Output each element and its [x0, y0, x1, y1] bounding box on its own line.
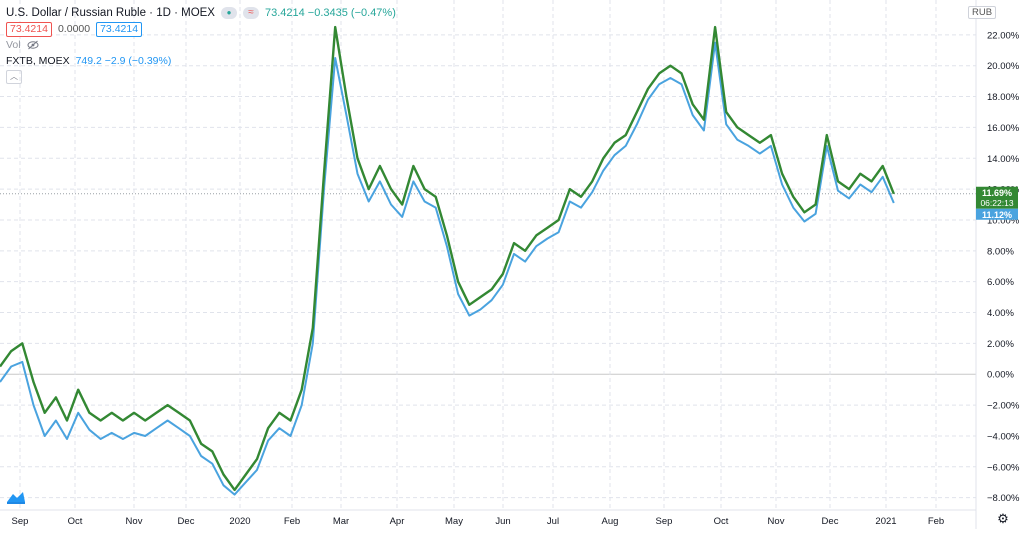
legend-collapse-row: ︿ [6, 69, 396, 85]
x-tick-label: Sep [656, 516, 673, 527]
compare-symbol[interactable]: FXTB, MOEX [6, 55, 70, 67]
last-value-main: 11.69% [982, 188, 1012, 198]
tradingview-logo-icon[interactable] [5, 489, 27, 505]
x-tick-label: Oct [714, 516, 729, 527]
x-tick-label: May [445, 516, 463, 527]
quote-values: 73.4214 −0.3435 (−0.47%) [264, 7, 396, 19]
y-tick-label: 6.00% [987, 277, 1014, 288]
chart-legend: U.S. Dollar / Russian Ruble · 1D · MOEX … [6, 5, 396, 85]
bid-box[interactable]: 73.4214 [6, 21, 52, 37]
x-tick-label: 2020 [229, 516, 250, 527]
y-tick-label: −6.00% [987, 462, 1020, 473]
y-tick-label: 14.00% [987, 154, 1020, 165]
y-tick-label: 4.00% [987, 308, 1014, 319]
x-tick-label: Jul [547, 516, 559, 527]
last-value-compare: 11.12% [982, 210, 1012, 220]
legend-volume-row: Vol [6, 37, 396, 53]
ask-box[interactable]: 73.4214 [96, 21, 143, 37]
x-tick-label: Aug [602, 516, 619, 527]
eye-slash-icon[interactable] [27, 40, 39, 50]
grid-lines [0, 0, 976, 510]
y-tick-label: 0.00% [987, 370, 1014, 381]
x-tick-label: Mar [333, 516, 349, 527]
y-tick-label: −2.00% [987, 401, 1020, 412]
symbol-title[interactable]: U.S. Dollar / Russian Ruble · 1D · MOEX [6, 7, 215, 19]
price-scale[interactable]: −8.00% −6.00% −4.00% −2.00% 0.00% 2.00% 4.00% 6… [975, 0, 1020, 529]
last-value-labels: 11.69%06:22:13 11.12% [976, 186, 1018, 220]
y-tick-label: 20.00% [987, 61, 1020, 72]
legend-bidask-row: 73.4214 0.0000 73.4214 [6, 21, 396, 37]
time-scale[interactable]: Sep Oct Nov Dec 2020 Feb Mar Apr May Jun Jul Aug Sep… [0, 509, 976, 527]
x-tick-label: Sep [12, 516, 29, 527]
x-tick-label: Nov [126, 516, 143, 527]
spread-value: 0.0000 [57, 23, 91, 35]
x-tick-label: Feb [928, 516, 944, 527]
x-tick-label: Jun [495, 516, 510, 527]
y-tick-label: −4.00% [987, 431, 1020, 442]
series-lines [0, 25, 895, 496]
usdrub-series-line [0, 25, 895, 492]
x-tick-label: Nov [768, 516, 785, 527]
x-tick-label: 2021 [875, 516, 896, 527]
chevron-up-icon[interactable]: ︿ [6, 70, 22, 84]
legend-main-row: U.S. Dollar / Russian Ruble · 1D · MOEX … [6, 5, 396, 21]
x-tick-label: Dec [178, 516, 195, 527]
y-tick-label: 2.00% [987, 339, 1014, 350]
x-tick-label: Dec [822, 516, 839, 527]
y-tick-label: 10.00% [987, 215, 1020, 226]
x-tick-label: Apr [390, 516, 405, 527]
x-tick-label: Feb [284, 516, 300, 527]
last-value-box-main [976, 186, 1018, 209]
legend-compare-row: FXTB, MOEX 749.2 −2.9 (−0.39%) [6, 53, 396, 69]
countdown-label: 06:22:13 [980, 198, 1013, 208]
currency-label[interactable]: RUB [968, 6, 997, 19]
y-tick-label: 8.00% [987, 246, 1014, 257]
y-tick-label: 22.00% [987, 30, 1020, 41]
y-tick-label: −8.00% [987, 493, 1020, 504]
y-tick-label: 18.00% [987, 92, 1020, 103]
dot-icon[interactable]: ● [220, 7, 237, 19]
fxtb-series-line [0, 41, 895, 496]
x-tick-label: Oct [68, 516, 83, 527]
volume-label[interactable]: Vol [6, 39, 21, 51]
last-value-box-compare [976, 208, 1018, 220]
gear-icon[interactable]: ⚙ [997, 511, 1009, 526]
y-tick-label: 16.00% [987, 123, 1020, 134]
wave-icon[interactable]: ≈ [242, 7, 259, 19]
compare-values: 749.2 −2.9 (−0.39%) [75, 55, 172, 67]
